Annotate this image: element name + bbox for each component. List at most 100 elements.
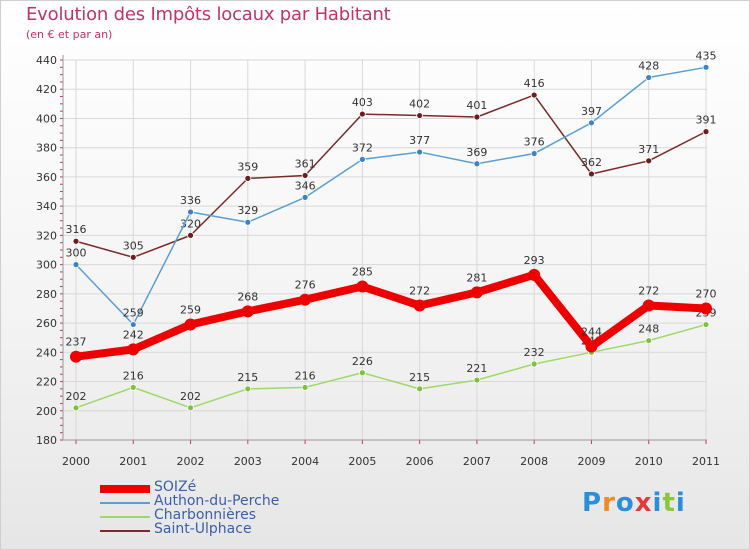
y-tick-label-260: 260 [36, 317, 57, 330]
data-label-saint-ulphace-2005: 403 [352, 96, 373, 109]
data-label-charbonni-res-2001: 216 [123, 369, 144, 382]
y-tick-label-320: 320 [36, 229, 57, 242]
data-label-saint-ulphace-2007: 401 [466, 99, 487, 112]
data-point-soiz--2009 [585, 340, 598, 353]
data-point-authon-du-perche-2008 [530, 150, 538, 157]
x-tick-label-2000: 2000 [62, 455, 90, 468]
data-point-soiz--2004 [299, 293, 312, 306]
data-label-soiz--2005: 285 [352, 266, 373, 279]
legend-label-charbonni-res: Charbonnières [154, 507, 257, 523]
data-point-authon-du-perche-2001 [129, 321, 137, 328]
data-point-saint-ulphace-2001 [129, 253, 137, 261]
data-label-charbonni-res-2007: 221 [466, 362, 487, 375]
logo-letter: i [652, 488, 663, 518]
data-point-charbonni-res-2002 [187, 404, 194, 412]
x-tick-label-2001: 2001 [119, 455, 147, 468]
y-tick-label-180: 180 [36, 434, 57, 447]
data-point-authon-du-perche-2002 [187, 208, 194, 216]
data-point-charbonni-res-2007 [473, 376, 481, 384]
chart-subtitle: (en € et par an) [26, 28, 113, 41]
series-line-saint-ulphace [75, 94, 707, 259]
legend-swatch-authon-du-perche [100, 502, 150, 504]
logo-letter: o [615, 488, 635, 518]
series-line-authon-du-perche [75, 66, 707, 326]
legend-swatch-soiz- [100, 485, 150, 493]
x-tick-label-2007: 2007 [463, 455, 491, 468]
x-tick-label-2006: 2006 [406, 455, 434, 468]
data-label-soiz--2003: 268 [237, 290, 258, 303]
data-label-soiz--2009: 244 [581, 325, 602, 338]
x-tick-label-2009: 2009 [577, 455, 605, 468]
data-label-authon-du-perche-2008: 376 [524, 136, 545, 149]
data-point-authon-du-perche-2003 [244, 218, 252, 226]
legend-swatch-charbonni-res [100, 516, 150, 518]
data-point-charbonni-res-2001 [129, 383, 137, 391]
data-label-authon-du-perche-2000: 300 [66, 247, 87, 260]
data-label-authon-du-perche-2005: 372 [352, 141, 373, 154]
data-point-soiz--2003 [241, 305, 254, 318]
logo-letter: x [634, 488, 653, 518]
y-tick-label-400: 400 [36, 112, 57, 125]
data-label-saint-ulphace-2004: 361 [295, 157, 316, 170]
x-tick-label-2005: 2005 [348, 455, 376, 468]
data-label-saint-ulphace-2008: 416 [524, 77, 545, 90]
x-tick-label-2011: 2011 [692, 455, 720, 468]
data-label-authon-du-perche-2004: 346 [295, 179, 316, 192]
legend-label-authon-du-perche: Authon-du-Perche [154, 493, 280, 509]
data-label-soiz--2006: 272 [409, 285, 430, 298]
data-point-charbonni-res-2008 [530, 360, 538, 368]
logo-letter: t [662, 488, 676, 518]
data-label-charbonni-res-2008: 232 [524, 346, 545, 359]
data-point-charbonni-res-2003 [244, 385, 252, 393]
proxiti-logo: Proxiti [582, 488, 686, 518]
y-tick-label-200: 200 [36, 405, 57, 418]
data-point-authon-du-perche-2005 [358, 155, 366, 163]
data-point-saint-ulphace-2009 [588, 170, 595, 178]
data-point-soiz--2002 [184, 318, 197, 331]
x-tick-label-2008: 2008 [520, 455, 548, 468]
series-line-soiz- [75, 270, 707, 361]
data-label-authon-du-perche-2009: 397 [581, 105, 602, 118]
data-label-charbonni-res-2005: 226 [352, 355, 373, 368]
x-tick-label-2002: 2002 [177, 455, 205, 468]
data-point-charbonni-res-2000 [72, 404, 80, 412]
data-label-authon-du-perche-2007: 369 [466, 146, 487, 159]
data-point-saint-ulphace-2007 [473, 113, 481, 121]
data-point-authon-du-perche-2006 [416, 148, 424, 156]
y-tick-label-300: 300 [36, 259, 57, 272]
legend-label-saint-ulphace: Saint-Ulphace [154, 521, 252, 537]
data-label-soiz--2001: 242 [123, 328, 144, 341]
data-point-soiz--2008 [528, 268, 541, 281]
data-point-charbonni-res-2011 [702, 321, 710, 328]
data-point-soiz--2007 [470, 286, 483, 299]
legend-swatch-saint-ulphace [100, 530, 150, 532]
data-label-saint-ulphace-2001: 305 [123, 239, 144, 252]
data-label-authon-du-perche-2001: 259 [123, 307, 144, 320]
data-point-authon-du-perche-2011 [702, 63, 710, 71]
data-label-soiz--2000: 237 [66, 336, 87, 349]
data-point-soiz--2010 [642, 299, 655, 312]
data-point-saint-ulphace-2002 [187, 231, 194, 239]
data-label-charbonni-res-2002: 202 [180, 390, 201, 403]
data-label-saint-ulphace-2011: 391 [696, 114, 717, 127]
data-label-authon-du-perche-2003: 329 [237, 204, 258, 217]
data-label-charbonni-res-2000: 202 [66, 390, 87, 403]
data-label-authon-du-perche-2011: 435 [696, 49, 717, 62]
data-point-saint-ulphace-2005 [358, 110, 366, 118]
data-point-saint-ulphace-2000 [72, 237, 80, 245]
data-label-soiz--2010: 272 [638, 285, 659, 298]
data-point-saint-ulphace-2008 [530, 91, 538, 99]
data-label-charbonni-res-2004: 216 [295, 369, 316, 382]
data-point-authon-du-perche-2007 [473, 160, 481, 168]
y-tick-label-220: 220 [36, 376, 57, 389]
data-point-charbonni-res-2005 [358, 369, 366, 377]
data-point-saint-ulphace-2004 [301, 172, 309, 179]
data-point-soiz--2011 [700, 302, 712, 315]
data-point-charbonni-res-2010 [645, 337, 653, 345]
data-label-saint-ulphace-2009: 362 [581, 156, 602, 169]
data-point-authon-du-perche-2004 [301, 193, 309, 201]
legend-label-soiz-: SOIZé [154, 479, 197, 495]
y-tick-label-280: 280 [36, 288, 57, 301]
